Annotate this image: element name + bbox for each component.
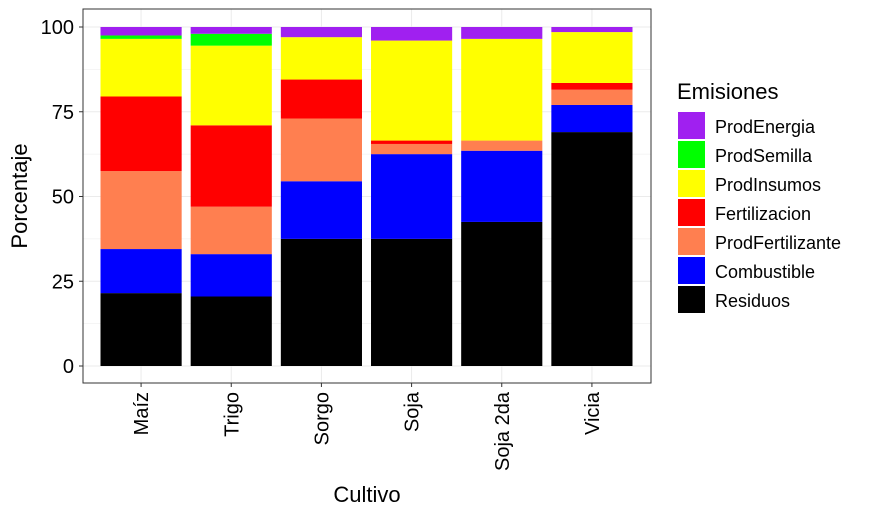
bar-residuos	[100, 293, 182, 366]
bar-prodinsumos	[551, 32, 633, 83]
bar-prodsemilla	[100, 35, 182, 39]
bar-prodinsumos	[280, 37, 362, 80]
bar-prodenergia	[190, 27, 272, 34]
legend-swatch-prodsemilla	[678, 141, 705, 168]
legend-label-fertilizacion: Fertilizacion	[715, 204, 811, 224]
y-tick-label: 75	[52, 102, 74, 124]
x-tick-label: Vicia	[582, 391, 604, 435]
bar-prodfertilizante	[190, 206, 272, 255]
bar-combustible	[461, 150, 543, 222]
bar-prodfertilizante	[371, 143, 453, 155]
bar-combustible	[190, 254, 272, 297]
bar-prodinsumos	[461, 38, 543, 141]
legend: Emisiones ProdEnergia ProdSemilla ProdInsu…	[677, 79, 841, 313]
bar-prodinsumos	[100, 38, 182, 97]
bar-prodfertilizante	[100, 171, 182, 250]
bar-prodenergia	[371, 27, 453, 41]
legend-title: Emisiones	[677, 79, 778, 104]
bar-prodinsumos	[371, 40, 453, 141]
legend-swatch-prodinsumos	[678, 170, 705, 197]
bar-prodinsumos	[190, 45, 272, 126]
bar-residuos	[190, 296, 272, 366]
y-axis: 0 25 50 75 100	[41, 17, 83, 378]
legend-label-residuos: Residuos	[715, 291, 790, 311]
bar-prodfertilizante	[280, 118, 362, 182]
bar-combustible	[280, 181, 362, 239]
bar-fertilizacion	[280, 79, 362, 119]
y-tick-label: 0	[63, 356, 74, 378]
bar-prodenergia	[100, 27, 182, 36]
bar-residuos	[280, 238, 362, 366]
bar-prodsemilla	[190, 33, 272, 46]
bar-residuos	[371, 238, 453, 366]
legend-label-prodfertilizante: ProdFertilizante	[715, 233, 841, 253]
y-tick-label: 100	[41, 17, 74, 39]
x-tick-label: Maíz	[131, 392, 153, 435]
bar-prodfertilizante	[461, 140, 543, 151]
bar-prodenergia	[280, 27, 362, 38]
x-tick-label: Sorgo	[311, 392, 333, 445]
legend-label-prodenergia: ProdEnergia	[715, 117, 816, 137]
bar-residuos	[551, 132, 633, 366]
x-axis: Maíz Trigo Sorgo Soja Soja 2da Vicia	[131, 383, 604, 471]
bar-fertilizacion	[371, 140, 453, 144]
x-axis-title: Cultivo	[333, 482, 400, 507]
legend-label-prodinsumos: ProdInsumos	[715, 175, 821, 195]
bar-prodfertilizante	[551, 89, 633, 105]
legend-swatch-residuos	[678, 286, 705, 313]
legend-swatch-combustible	[678, 257, 705, 284]
legend-swatch-prodfertilizante	[678, 228, 705, 255]
bar-fertilizacion	[190, 125, 272, 207]
legend-label-combustible: Combustible	[715, 262, 815, 282]
bar-prodenergia	[461, 27, 543, 39]
y-tick-label: 50	[52, 187, 74, 209]
bar-combustible	[371, 154, 453, 239]
legend-label-prodsemilla: ProdSemilla	[715, 146, 813, 166]
y-axis-title: Porcentaje	[7, 143, 32, 248]
bar-combustible	[551, 104, 633, 133]
bar-fertilizacion	[551, 82, 633, 90]
x-tick-label: Soja	[402, 391, 424, 432]
bar-fertilizacion	[100, 96, 182, 172]
x-tick-label: Soja 2da	[492, 391, 514, 471]
legend-swatch-fertilizacion	[678, 199, 705, 226]
bar-segments	[100, 27, 633, 366]
x-tick-label: Trigo	[221, 392, 243, 437]
bar-residuos	[461, 221, 543, 366]
legend-swatch-prodenergia	[678, 112, 705, 139]
bar-prodenergia	[551, 27, 633, 33]
y-tick-label: 25	[52, 271, 74, 293]
bar-combustible	[100, 249, 182, 294]
